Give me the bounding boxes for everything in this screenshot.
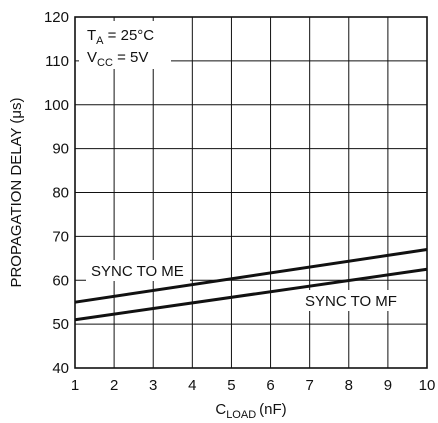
series-line-sync-to-me <box>74 248 428 304</box>
y-tick-label: 100 <box>44 97 69 114</box>
y-tick-label: 80 <box>52 185 69 202</box>
x-tick-label: 9 <box>384 377 392 394</box>
series-label-bg-mf <box>300 290 404 311</box>
y-tick-label: 60 <box>52 272 69 289</box>
y-tick-label: 120 <box>44 9 69 26</box>
conditions-box <box>79 21 171 69</box>
x-tick-label: 1 <box>71 377 79 394</box>
series-label-sync-to-me: SYNC TO ME <box>91 263 184 280</box>
y-tick-label: 40 <box>52 360 69 377</box>
tick-labels: 1 2 3 4 5 6 7 8 9 10 40 50 60 70 80 90 100 110 120 <box>44 9 435 394</box>
series-line-sync-to-mf <box>74 267 428 322</box>
x-tick-label: 4 <box>188 377 196 394</box>
series-group <box>74 248 428 322</box>
x-tick-label: 7 <box>305 377 313 394</box>
x-tick-label: 10 <box>419 377 436 394</box>
series-label-sync-to-mf: SYNC TO MF <box>305 293 397 310</box>
x-axis-title: CLOAD (nF) <box>215 401 286 421</box>
x-tick-label: 6 <box>266 377 274 394</box>
condition-temperature: TA = 25°C <box>87 27 154 47</box>
series-label-bg-me <box>86 260 190 281</box>
y-tick-label: 110 <box>45 53 69 70</box>
y-tick-label: 50 <box>52 316 69 333</box>
plot-frame <box>74 16 428 369</box>
x-tick-label: 3 <box>149 377 157 394</box>
x-tick-label: 2 <box>110 377 118 394</box>
y-tick-label: 70 <box>52 228 69 245</box>
y-axis-title: PROPAGATION DELAY (μs) <box>8 97 25 287</box>
x-tick-label: 8 <box>345 377 353 394</box>
condition-supply-voltage: VCC = 5V <box>87 49 148 69</box>
grid <box>75 17 427 368</box>
x-tick-label: 5 <box>227 377 235 394</box>
y-tick-label: 90 <box>52 141 69 158</box>
